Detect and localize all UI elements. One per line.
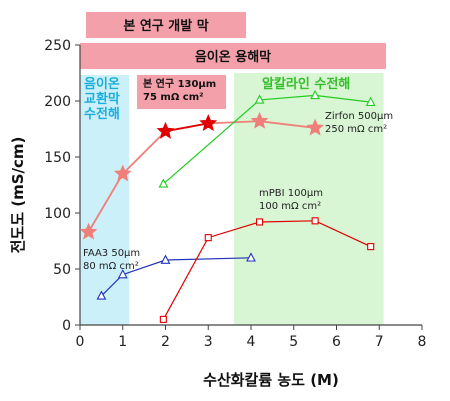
- data-point-3-0: [96, 290, 107, 300]
- annotation-2-0: mPBI 100μm: [259, 188, 323, 199]
- region-label-0-1: 교환막: [84, 91, 120, 107]
- x-tick-label: 3: [204, 334, 213, 350]
- series-line-1: [165, 122, 209, 133]
- data-point-0-0: [79, 222, 98, 240]
- annotation-2-1: 100 mΩ cm²: [259, 201, 321, 212]
- data-point-0-4: [250, 111, 269, 129]
- region-label-0-0: 음이온: [84, 76, 120, 92]
- y-tick-label: 100: [44, 206, 71, 222]
- data-point-1-0: [156, 121, 175, 139]
- x-tick-label: 1: [118, 334, 127, 350]
- annotation-1-1: 250 mΩ cm²: [325, 124, 387, 135]
- data-point-2-3: [365, 96, 376, 106]
- data-point-4-3: [311, 217, 319, 225]
- data-point-4-1: [204, 234, 212, 242]
- y-tick-label: 150: [44, 150, 71, 166]
- y-tick-label: 50: [53, 262, 71, 278]
- annotation-0-1: 75 mΩ cm²: [143, 92, 204, 103]
- x-tick-label: 2: [161, 334, 170, 350]
- annotation-1-0: Zirfon 500μm: [325, 111, 393, 122]
- data-point-4-4: [367, 243, 375, 251]
- x-tick-label: 4: [247, 334, 256, 350]
- region-label-1-0: 알칼라인 수전해: [262, 76, 350, 92]
- y-tick-label: 0: [62, 318, 71, 334]
- data-point-3-3: [246, 252, 256, 262]
- band-label-0: 본 연구 개발 막: [123, 18, 208, 34]
- band-0: [86, 12, 246, 38]
- data-point-2-1: [254, 94, 265, 104]
- axes-layer: 0 1 2 3 4 5 6 7 8 0 50 100 150 200 250 수산화칼륨 농도 (M) 전도도 …: [9, 38, 426, 389]
- x-tick-label: 5: [289, 334, 298, 350]
- region-0: [80, 75, 130, 325]
- data-point-2-2: [310, 89, 321, 100]
- data-point-4-0: [159, 315, 167, 323]
- series-line-3: [100, 257, 252, 297]
- x-tick-label: 0: [76, 334, 85, 350]
- x-axis-title: 수산화칼륨 농도 (M): [203, 371, 339, 389]
- y-axis-title: 전도도 (mS/cm): [9, 137, 27, 254]
- band-label-1: 음이온 용해막: [195, 49, 271, 65]
- region-label-0-2: 수전해: [84, 106, 120, 122]
- x-tick-label: 8: [418, 334, 427, 350]
- x-tick-label: 6: [332, 334, 341, 350]
- annotation-3-0: FAA3 50μm: [83, 248, 140, 259]
- data-point-2-0: [158, 178, 169, 188]
- data-point-3-1: [117, 269, 128, 279]
- series-layer: [79, 89, 376, 323]
- annotation-3-1: 80 mΩ cm²: [83, 261, 139, 272]
- x-tick-label: 7: [375, 334, 384, 350]
- annotation-box-0: [137, 75, 226, 109]
- data-point-4-2: [255, 218, 264, 226]
- data-point-3-2: [160, 254, 171, 264]
- data-point-0-1: [113, 164, 132, 182]
- data-point-1-1: [199, 114, 218, 131]
- annotation-0-0: 본 연구 130μm: [143, 77, 216, 90]
- y-tick-label: 200: [44, 94, 71, 110]
- series-line-2: [163, 94, 371, 185]
- band-1: [80, 43, 386, 69]
- data-point-0-5: [306, 118, 324, 136]
- y-tick-label: 250: [44, 38, 71, 54]
